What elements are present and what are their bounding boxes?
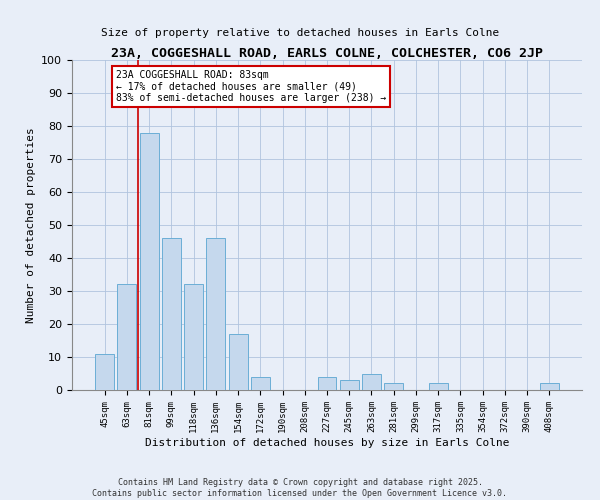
Bar [317,377,337,390]
Bar [229,334,248,390]
Title: 23A, COGGESHALL ROAD, EARLS COLNE, COLCHESTER, CO6 2JP: 23A, COGGESHALL ROAD, EARLS COLNE, COLCH… [111,47,543,60]
Bar [184,284,203,390]
Bar [540,384,559,390]
Y-axis label: Number of detached properties: Number of detached properties [26,127,36,323]
Bar [162,238,181,390]
X-axis label: Distribution of detached houses by size in Earls Colne: Distribution of detached houses by size … [145,438,509,448]
Bar [340,380,359,390]
Bar [95,354,114,390]
Text: Contains HM Land Registry data © Crown copyright and database right 2025.
Contai: Contains HM Land Registry data © Crown c… [92,478,508,498]
Text: Size of property relative to detached houses in Earls Colne: Size of property relative to detached ho… [101,28,499,38]
Text: 23A COGGESHALL ROAD: 83sqm
← 17% of detached houses are smaller (49)
83% of semi: 23A COGGESHALL ROAD: 83sqm ← 17% of deta… [116,70,386,103]
Bar [140,132,158,390]
Bar [384,384,403,390]
Bar [118,284,136,390]
Bar [362,374,381,390]
Bar [206,238,225,390]
Bar [251,377,270,390]
Bar [429,384,448,390]
